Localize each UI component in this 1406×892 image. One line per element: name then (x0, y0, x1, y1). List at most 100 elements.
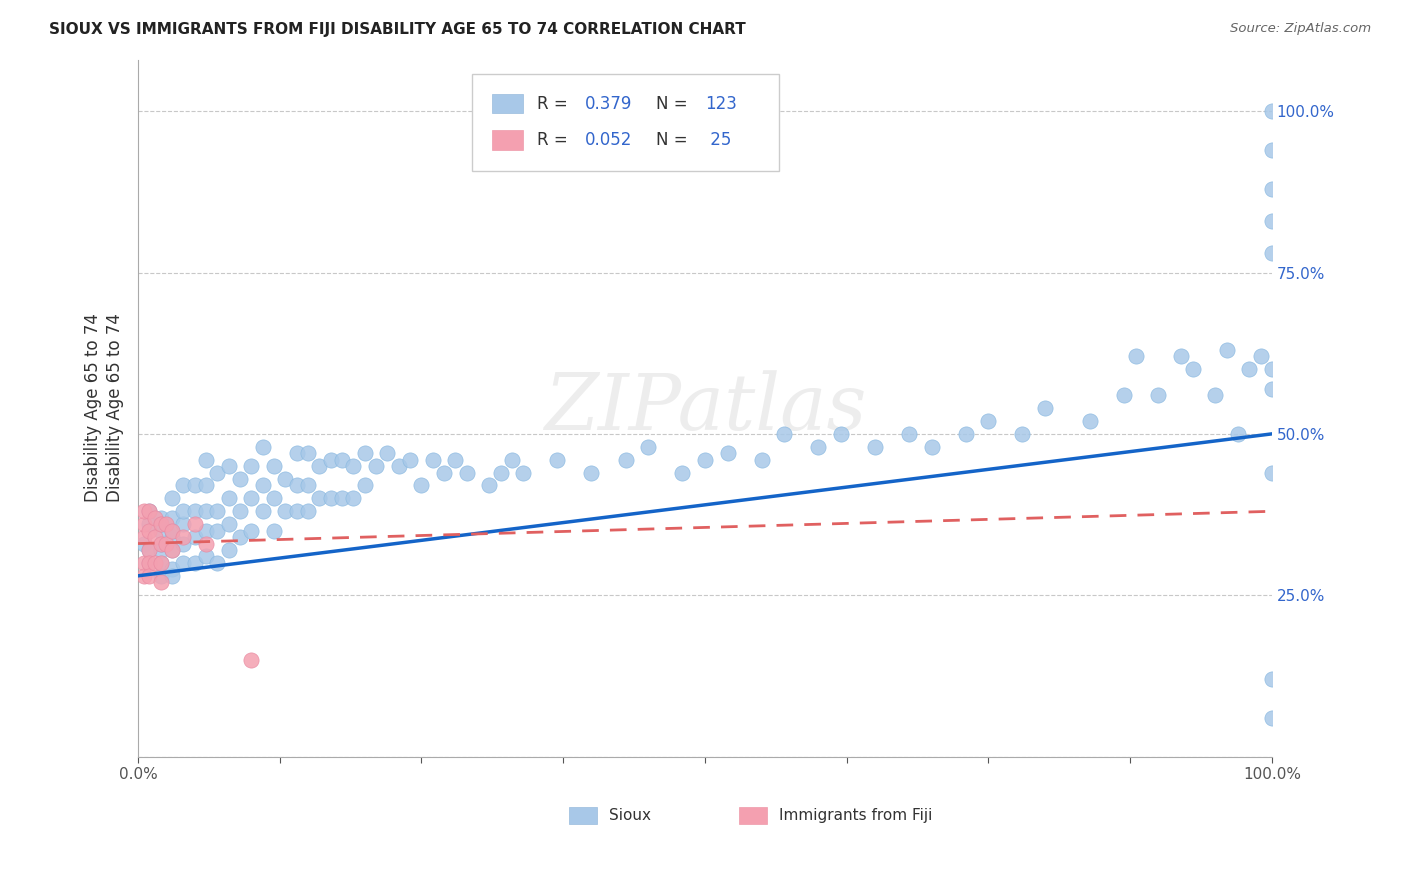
Point (252, 440, 274, 454)
Point (155, 536, 177, 550)
Point (132, 504, 155, 518)
Point (160, 562, 183, 576)
Point (138, 569, 160, 583)
Point (160, 569, 183, 583)
Point (229, 530, 252, 544)
Text: N =: N = (657, 131, 693, 149)
Point (138, 504, 160, 518)
Point (160, 543, 183, 558)
Point (207, 556, 229, 570)
Point (240, 524, 263, 538)
Point (160, 524, 183, 538)
Point (207, 504, 229, 518)
Point (132, 536, 155, 550)
Point (143, 530, 166, 544)
Point (149, 556, 172, 570)
Point (149, 536, 172, 550)
Point (252, 478, 274, 492)
Point (807, 440, 830, 454)
Point (218, 459, 240, 474)
Point (263, 491, 285, 506)
Point (218, 543, 240, 558)
Text: ZIPatlas: ZIPatlas (544, 370, 866, 446)
Point (1261, 143, 1284, 157)
Point (1011, 426, 1033, 441)
Point (138, 504, 160, 518)
Point (581, 466, 603, 480)
Point (194, 549, 217, 564)
Point (977, 414, 1000, 428)
Point (898, 426, 921, 441)
Point (1080, 414, 1102, 428)
Point (149, 517, 172, 532)
Point (546, 452, 568, 467)
Point (478, 478, 501, 492)
Point (149, 517, 172, 532)
Point (138, 543, 160, 558)
Point (138, 556, 160, 570)
Point (138, 543, 160, 558)
Point (172, 536, 194, 550)
Point (229, 504, 252, 518)
FancyBboxPatch shape (740, 807, 768, 824)
Point (149, 543, 172, 558)
Point (297, 504, 319, 518)
Point (132, 556, 155, 570)
Text: Disability Age 65 to 74: Disability Age 65 to 74 (83, 314, 101, 502)
Point (773, 426, 796, 441)
Point (308, 459, 330, 474)
Point (297, 478, 319, 492)
Point (229, 472, 252, 486)
Point (342, 491, 364, 506)
Point (353, 478, 375, 492)
Point (194, 536, 217, 550)
Point (285, 478, 308, 492)
Point (1250, 350, 1272, 364)
Point (172, 556, 194, 570)
Point (1261, 466, 1284, 480)
Point (1261, 382, 1284, 396)
Point (160, 543, 183, 558)
Point (183, 504, 205, 518)
Point (263, 524, 285, 538)
Point (716, 446, 738, 460)
Point (456, 466, 478, 480)
Point (411, 478, 433, 492)
Point (263, 459, 285, 474)
Point (388, 459, 411, 474)
Point (297, 446, 319, 460)
Point (149, 536, 172, 550)
Point (160, 491, 183, 506)
Point (143, 510, 166, 524)
Point (319, 491, 342, 506)
Point (1114, 388, 1136, 402)
Point (444, 452, 467, 467)
Point (240, 491, 263, 506)
Point (194, 478, 217, 492)
Point (1261, 214, 1284, 228)
Point (330, 452, 353, 467)
Point (1237, 362, 1260, 376)
Point (751, 452, 773, 467)
Point (308, 491, 330, 506)
Point (830, 426, 852, 441)
Text: 0.379: 0.379 (585, 95, 633, 112)
Point (319, 452, 342, 467)
Point (183, 530, 205, 544)
Point (194, 524, 217, 538)
Point (149, 524, 172, 538)
Point (637, 440, 659, 454)
Point (160, 530, 183, 544)
Point (138, 524, 160, 538)
Point (149, 569, 172, 583)
FancyBboxPatch shape (492, 94, 523, 113)
Point (183, 556, 205, 570)
Point (274, 504, 297, 518)
Point (1261, 672, 1284, 686)
Y-axis label: Disability Age 65 to 74: Disability Age 65 to 74 (105, 314, 124, 502)
Point (149, 510, 172, 524)
Point (172, 530, 194, 544)
Point (399, 452, 422, 467)
Text: R =: R = (537, 95, 574, 112)
Point (172, 517, 194, 532)
